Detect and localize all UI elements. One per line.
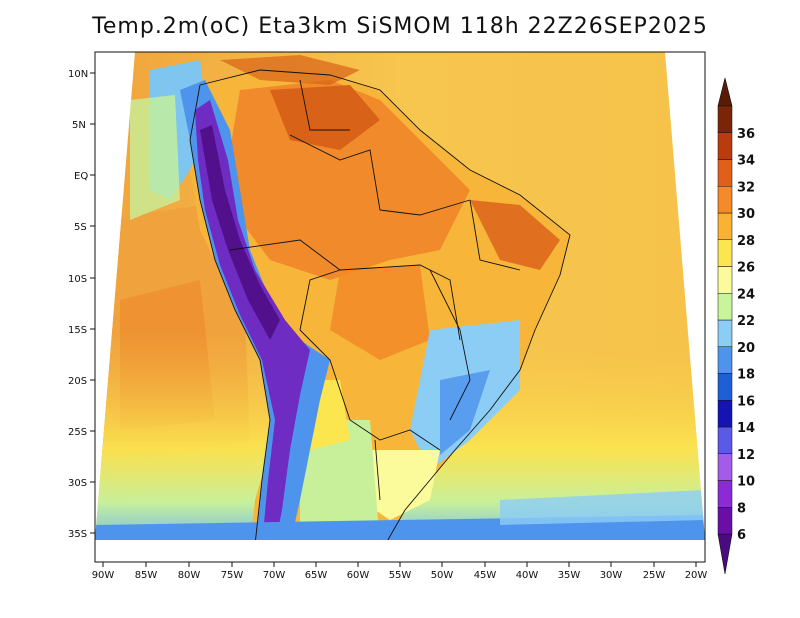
lat-tick-label: 5N	[72, 120, 86, 131]
lon-tick-label: 20W	[685, 570, 708, 581]
colorbar-label: 18	[737, 368, 755, 383]
lat-tick-label: 35S	[68, 529, 87, 540]
lat-tick-label: 30S	[68, 478, 87, 489]
colorbar-label: 24	[737, 287, 755, 302]
colorbar-label: 34	[737, 154, 755, 169]
lon-tick-label: 50W	[431, 570, 454, 581]
colorbar-label: 36	[737, 127, 755, 142]
colorbar-over-triangle	[717, 77, 733, 107]
colorbar-swatch	[717, 239, 733, 267]
colorbar: 6 8 10 12 14 16 18 20 22 24 26 28 30 32 34 36	[717, 77, 755, 575]
colorbar-swatch	[717, 426, 733, 454]
lon-tick-label: 90W	[92, 570, 115, 581]
lat-tick-label: 10N	[68, 69, 88, 80]
lon-tick-label: 25W	[643, 570, 666, 581]
colorbar-swatch	[717, 453, 733, 481]
colorbar-label: 8	[737, 501, 746, 516]
lon-tick-label: 60W	[347, 570, 370, 581]
colorbar-swatch	[717, 132, 733, 160]
lon-tick-label: 75W	[221, 570, 244, 581]
lon-tick-label: 30W	[600, 570, 623, 581]
colorbar-label: 20	[737, 341, 755, 356]
lat-tick-label: EQ	[74, 171, 88, 182]
colorbar-label: 26	[737, 261, 755, 276]
lon-tick-label: 40W	[516, 570, 539, 581]
lon-tick-label: 45W	[474, 570, 497, 581]
colorbar-label: 6	[737, 528, 746, 543]
country-borders	[189, 69, 571, 540]
colorbar-label: 30	[737, 207, 755, 222]
colorbar-swatch	[717, 507, 733, 535]
lat-tick-label: 20S	[68, 376, 87, 387]
colorbar-swatch	[717, 480, 733, 508]
colorbar-label: 28	[737, 234, 755, 249]
colorbar-label: 22	[737, 314, 755, 329]
colorbar-swatch	[717, 105, 733, 133]
lon-tick-label: 85W	[135, 570, 158, 581]
lat-tick-label: 5S	[74, 222, 87, 233]
lat-tick-label: 10S	[68, 274, 87, 285]
colorbar-under-triangle	[717, 533, 733, 575]
colorbar-swatch	[717, 319, 733, 347]
colorbar-swatch	[717, 373, 733, 401]
lon-tick-label: 65W	[305, 570, 328, 581]
colorbar-label: 10	[737, 475, 755, 490]
map-title: Temp.2m(oC) Eta3km SiSMOM 118h 22Z26SEP2…	[92, 14, 708, 39]
lat-tick-label: 15S	[68, 325, 87, 336]
longitude-axis: 90W 85W 80W 75W 70W 65W 60W 55W 50W 45W …	[92, 562, 708, 581]
lon-tick-label: 35W	[558, 570, 581, 581]
lat-tick-label: 25S	[68, 427, 87, 438]
colorbar-swatch	[717, 186, 733, 214]
colorbar-label: 14	[737, 421, 755, 436]
colorbar-swatch	[717, 293, 733, 321]
latitude-axis: 10N 5N EQ 5S 10S 15S 20S 25S 30S 35S	[68, 69, 95, 540]
lon-tick-label: 80W	[178, 570, 201, 581]
lon-tick-label: 55W	[389, 570, 412, 581]
colorbar-swatch	[717, 346, 733, 374]
temperature-field	[95, 52, 705, 540]
colorbar-swatch	[717, 400, 733, 428]
colorbar-label: 32	[737, 180, 755, 195]
colorbar-swatch	[717, 212, 733, 240]
colorbar-swatch	[717, 266, 733, 294]
colorbar-swatch	[717, 159, 733, 187]
lon-tick-label: 70W	[263, 570, 286, 581]
colorbar-label: 12	[737, 448, 755, 463]
colorbar-label: 16	[737, 394, 755, 409]
